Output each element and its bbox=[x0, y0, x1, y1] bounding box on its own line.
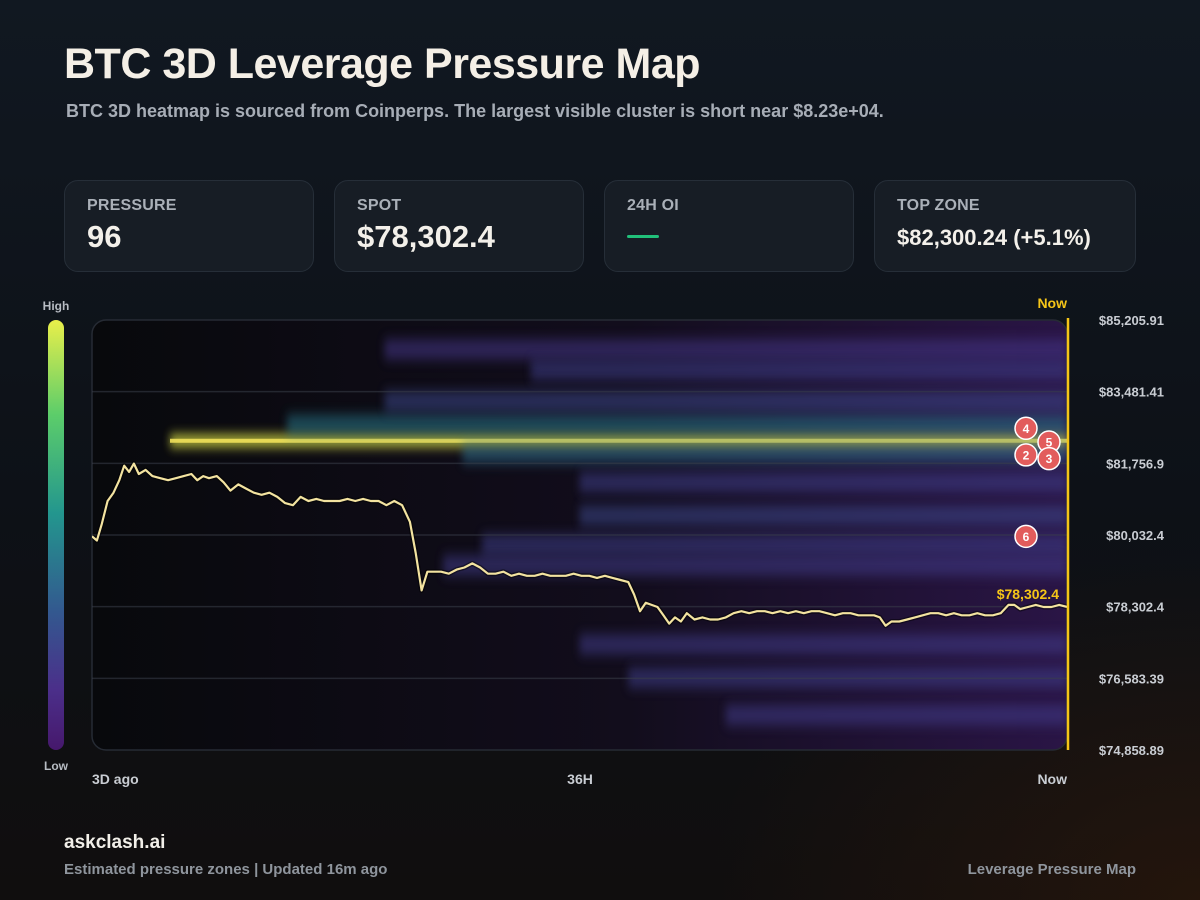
stat-label-oi: 24H OI bbox=[627, 197, 679, 214]
x-axis: 3D ago 36H Now bbox=[92, 771, 1067, 787]
stat-label-pressure: PRESSURE bbox=[87, 197, 177, 214]
legend-color-bar bbox=[48, 320, 64, 750]
legend-high-label: High bbox=[43, 299, 70, 313]
zone-marker-label: 4 bbox=[1023, 422, 1030, 436]
heat-cluster-13 bbox=[725, 705, 1067, 726]
zone-marker-label: 2 bbox=[1023, 448, 1030, 462]
page-title: BTC 3D Leverage Pressure Map bbox=[64, 40, 701, 88]
zone-marker-label: 5 bbox=[1046, 436, 1053, 450]
y-tick-label: $85,205.91 bbox=[1099, 313, 1164, 328]
stat-label-top-zone: TOP ZONE bbox=[897, 197, 980, 214]
zone-marker-circle bbox=[1014, 416, 1038, 441]
y-tick-label: $76,583.39 bbox=[1099, 671, 1164, 686]
page-subtitle: BTC 3D heatmap is sourced from Coinperps… bbox=[66, 101, 884, 121]
heat-cluster-2 bbox=[287, 414, 1067, 435]
heat-cluster-core bbox=[170, 438, 1067, 443]
legend-low-label: Low bbox=[44, 759, 69, 773]
zone-marker-5[interactable]: 5 bbox=[1037, 430, 1061, 454]
footer-note: Estimated pressure zones | Updated 16m a… bbox=[64, 861, 388, 878]
x-tick-label: 36H bbox=[567, 771, 593, 787]
zone-marker-4[interactable]: 4 bbox=[1014, 416, 1038, 441]
zone-marker-label: 3 bbox=[1046, 452, 1053, 466]
y-axis: $85,205.91 $83,481.41 $81,756.9 $80,032.4 $7… bbox=[1099, 313, 1165, 758]
heat-layer bbox=[170, 339, 1067, 726]
x-tick-label: Now bbox=[1037, 771, 1067, 787]
price-line-layer bbox=[92, 461, 1067, 629]
zone-marker-circle bbox=[1037, 446, 1061, 471]
stat-card-pressure: PRESSURE 96 bbox=[64, 180, 314, 272]
stat-card-spot: SPOT $78,302.4 bbox=[334, 180, 584, 272]
y-tick-label: $83,481.41 bbox=[1099, 385, 1164, 400]
zone-marker-label: 6 bbox=[1023, 530, 1030, 544]
stat-value-pressure: 96 bbox=[87, 219, 122, 254]
zone-markers: 4 5 2 3 6 bbox=[1014, 416, 1061, 549]
stat-value-oi-dash bbox=[627, 235, 659, 238]
heat-cluster-3 bbox=[462, 443, 1067, 464]
heat-cluster-10 bbox=[443, 555, 1067, 576]
price-line bbox=[92, 462, 1067, 627]
footer-brand: askclash.ai bbox=[64, 832, 166, 853]
zone-marker-circle bbox=[1014, 443, 1038, 467]
heat-cluster-9 bbox=[482, 534, 1067, 555]
stat-card-oi: 24H OI bbox=[604, 180, 854, 272]
zone-marker-2[interactable]: 2 bbox=[1014, 443, 1038, 467]
y-tick-label: $81,756.9 bbox=[1106, 456, 1164, 471]
zone-marker-3[interactable]: 3 bbox=[1037, 446, 1061, 471]
zone-marker-circle bbox=[1014, 524, 1038, 549]
spot-price-label: $78,302.4 bbox=[997, 586, 1059, 602]
heat-cluster-7 bbox=[579, 472, 1067, 493]
heat-cluster-6 bbox=[530, 360, 1067, 381]
heat-cluster-4 bbox=[384, 391, 1067, 412]
footer-right-label: Leverage Pressure Map bbox=[967, 861, 1136, 878]
heat-cluster-5 bbox=[384, 339, 1067, 360]
spot-label-layer: $78,302.4 bbox=[997, 586, 1059, 602]
zone-marker-6[interactable]: 6 bbox=[1014, 524, 1038, 549]
y-tick-label: $80,032.4 bbox=[1106, 528, 1165, 543]
heat-cluster-11 bbox=[579, 634, 1067, 655]
heat-cluster-8 bbox=[579, 505, 1067, 526]
now-top-label: Now bbox=[1037, 295, 1067, 311]
y-tick-label: $74,858.89 bbox=[1099, 743, 1164, 758]
stat-value-spot: $78,302.4 bbox=[357, 219, 495, 254]
y-tick-label: $78,302.4 bbox=[1106, 600, 1165, 615]
stat-label-spot: SPOT bbox=[357, 197, 402, 214]
stat-value-top-zone: $82,300.24 (+5.1%) bbox=[897, 225, 1091, 250]
grid-layer bbox=[92, 390, 1067, 680]
stat-card-top-zone: TOP ZONE $82,300.24 (+5.1%) bbox=[874, 180, 1136, 272]
x-tick-label: 3D ago bbox=[92, 771, 139, 787]
